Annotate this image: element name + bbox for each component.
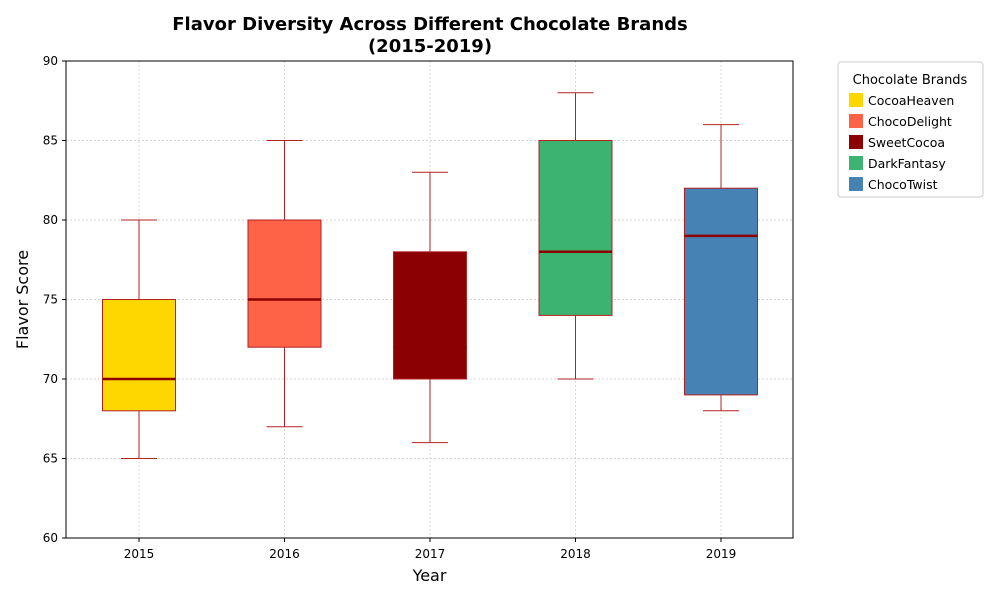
legend-entry-label: DarkFantasy	[868, 156, 946, 171]
x-tick-label: 2016	[269, 547, 300, 561]
box-chocotwist	[684, 124, 758, 412]
x-axis-label: Year	[412, 566, 447, 585]
legend-title: Chocolate Brands	[853, 73, 968, 88]
y-tick-label: 75	[43, 293, 58, 307]
y-tick-label: 70	[43, 372, 58, 386]
legend-swatch	[849, 114, 863, 128]
legend-entry-label: ChocoTwist	[868, 177, 938, 192]
box-cocoaheaven	[102, 219, 176, 459]
x-tick-label: 2018	[560, 547, 591, 561]
legend-swatch	[849, 177, 863, 191]
iqr-box	[393, 251, 467, 380]
legend-entry-label: ChocoDelight	[868, 114, 952, 129]
x-tick-label: 2017	[415, 547, 446, 561]
legend-swatch	[849, 156, 863, 170]
iqr-box	[102, 299, 176, 412]
legend-entry-label: CocoaHeaven	[868, 93, 954, 108]
legend: Chocolate Brands CocoaHeaven ChocoDelight…	[837, 61, 984, 198]
y-axis-ticks: 60 65 70 75 80 85 90	[43, 54, 66, 545]
x-axis-ticks: 2015 2016 2017 2018 2019	[124, 538, 737, 561]
chart-title-line1: Flavor Diversity Across Different Chocol…	[172, 14, 687, 35]
y-axis-label: Flavor Score	[13, 250, 32, 349]
y-tick-label: 80	[43, 213, 58, 227]
box-darkfantasy	[538, 92, 613, 380]
iqr-box	[538, 140, 613, 316]
y-tick-label: 90	[43, 54, 58, 68]
y-tick-label: 85	[43, 134, 58, 148]
iqr-box	[247, 219, 322, 348]
legend-entry-label: SweetCocoa	[868, 135, 945, 150]
x-tick-label: 2019	[706, 547, 737, 561]
boxes	[102, 92, 758, 459]
y-tick-label: 65	[43, 452, 58, 466]
legend-swatch	[849, 93, 863, 107]
legend-frame	[837, 61, 984, 198]
x-tick-label: 2015	[124, 547, 155, 561]
box-chocodelight	[247, 140, 322, 428]
iqr-box	[684, 187, 758, 396]
box-sweetcocoa	[393, 171, 467, 444]
y-tick-label: 60	[43, 531, 58, 545]
legend-swatch	[849, 135, 863, 149]
chart-title-line2: (2015-2019)	[368, 36, 492, 57]
